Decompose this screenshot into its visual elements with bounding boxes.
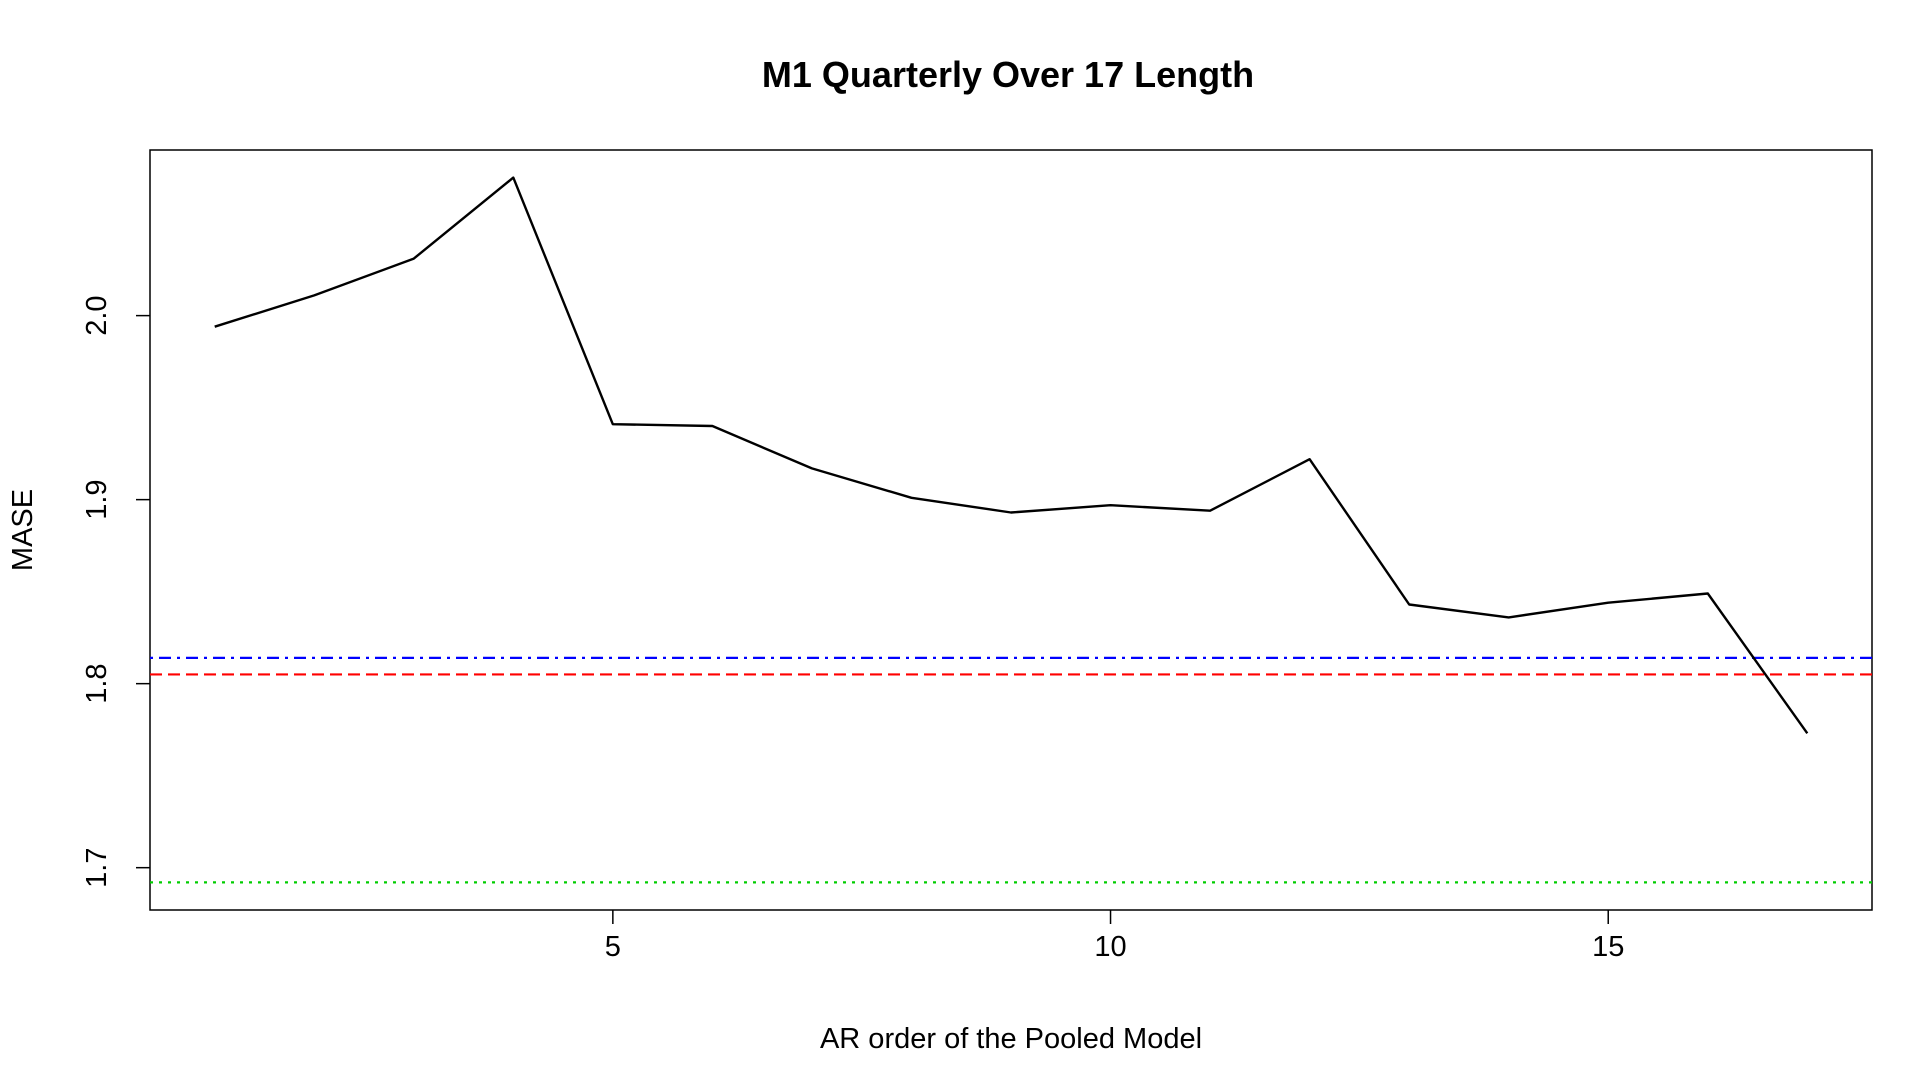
x-axis-label: AR order of the Pooled Model	[820, 1023, 1202, 1055]
reference-lines	[150, 656, 1872, 884]
x-axis: 5 10 15	[605, 910, 1624, 963]
y-tick-label: 1.8	[81, 663, 113, 703]
y-tick-label: 1.9	[81, 479, 113, 519]
y-tick-label: 1.7	[81, 848, 113, 888]
series-line-1	[214, 176, 1809, 734]
y-axis-label: MASE	[7, 489, 39, 571]
x-tick-label: 5	[605, 931, 621, 963]
x-tick-label: 15	[1592, 931, 1624, 963]
plot-area-frame	[149, 149, 1873, 911]
series-group	[214, 176, 1809, 734]
chart-title: M1 Quarterly Over 17 Length	[762, 54, 1254, 95]
x-tick-label: 10	[1094, 931, 1126, 963]
y-axis: 1.7 1.8 1.9 2.0	[81, 295, 150, 888]
y-tick-label: 2.0	[81, 295, 113, 335]
